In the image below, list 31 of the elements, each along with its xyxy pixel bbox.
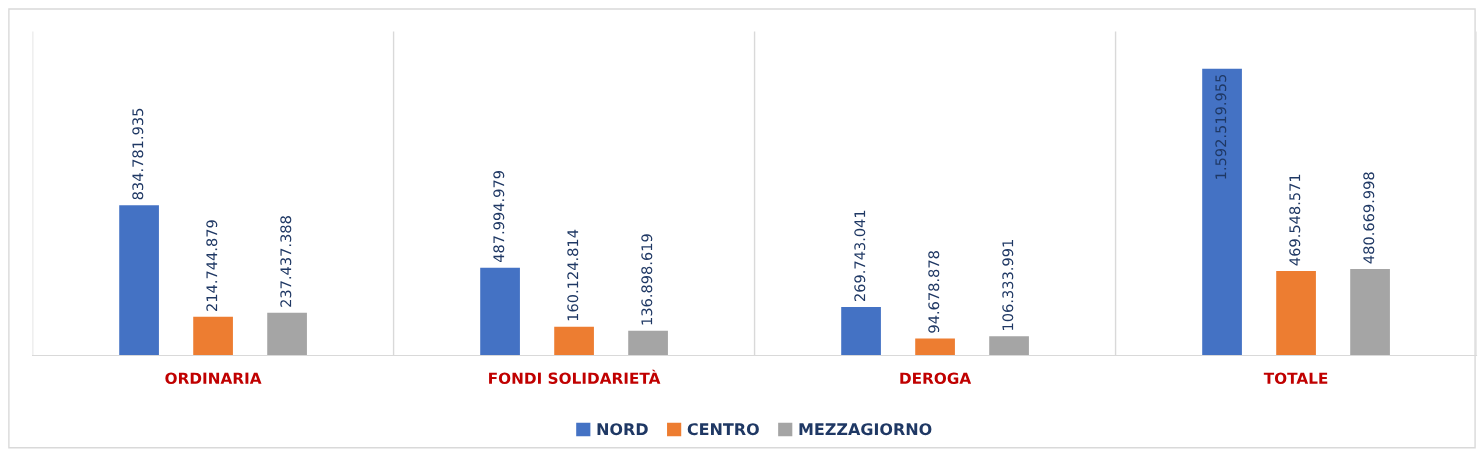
bar [554,326,594,356]
data-label: 1.592.519.955 [1215,74,1227,179]
bar [628,330,668,356]
bar [267,312,307,356]
bar [480,267,520,356]
data-label: 160.124.814 [567,229,579,321]
bar [1350,268,1390,356]
legend-label: CENTRO [687,423,759,436]
legend-label: NORD [597,423,648,436]
data-label: 834.781.935 [132,108,144,200]
legend-label: MEZZAGIORNO [799,423,932,436]
x-tick-label: DEROGA [900,372,972,384]
bar [1202,68,1242,356]
data-label: 106.333.991 [1002,240,1014,330]
data-label: 480.669.998 [1363,172,1375,264]
data-label: 269.743.041 [854,210,866,302]
bar [915,338,955,356]
x-tick-label: FONDI SOLIDARIETÀ [489,369,661,384]
bar [841,306,881,356]
data-label: 214.744.879 [206,220,218,311]
x-tick-label: TOTALE [1263,372,1328,384]
x-tick-label: ORDINARIA [165,372,262,384]
data-label: 487.994.979 [493,171,505,263]
data-label: 237.437.388 [280,216,292,307]
bar [1276,270,1316,356]
bar [119,205,159,356]
bar [193,316,233,356]
bar [989,336,1029,356]
data-label: 469.548.571 [1289,174,1301,266]
data-label: 136.898.619 [641,234,653,325]
data-label: 94.678.878 [928,251,940,333]
